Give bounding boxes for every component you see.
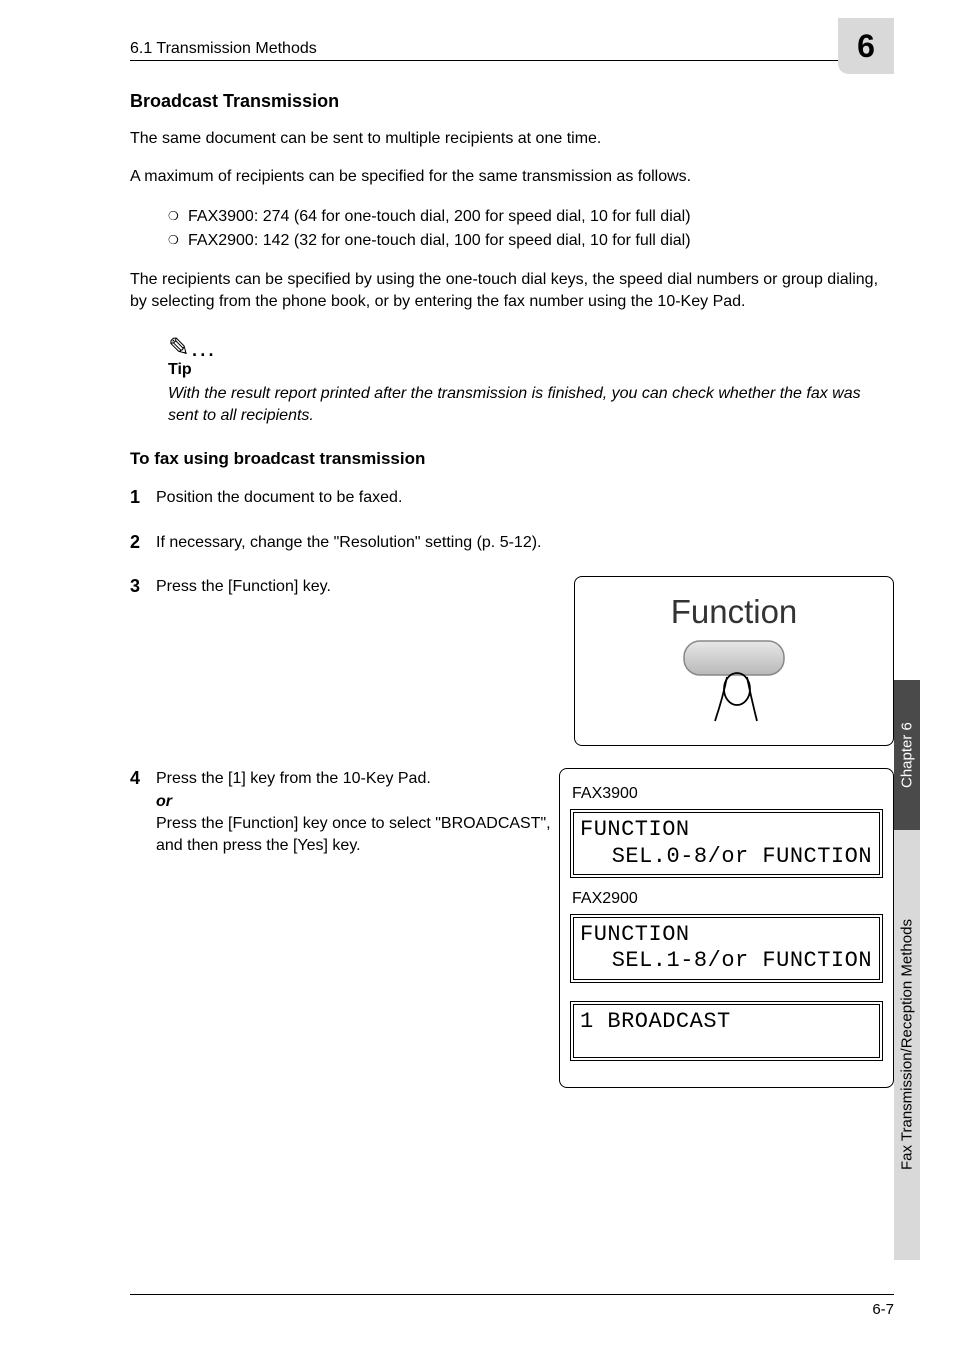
- intro-paragraph-1: The same document can be sent to multipl…: [130, 128, 894, 150]
- side-tab-chapter: Chapter 6: [894, 680, 920, 830]
- step-4: 4 Press the [1] key from the 10-Key Pad.…: [130, 768, 894, 1088]
- step-number: 4: [130, 768, 156, 789]
- step-text: Press the [Function] key.: [156, 576, 574, 598]
- intro-paragraph-2: A maximum of recipients can be specified…: [130, 166, 894, 188]
- intro-paragraph-3: The recipients can be specified by using…: [130, 269, 894, 314]
- step4-line2: Press the [Function] key once to select …: [156, 815, 551, 854]
- section-ref: 6.1 Transmission Methods: [130, 40, 317, 58]
- lcd-displays: FAX3900 FUNCTION SEL.0-8/or FUNCTION FAX…: [559, 768, 894, 1088]
- tip-block: ✎… Tip With the result report printed af…: [168, 332, 894, 428]
- section-title: Broadcast Transmission: [130, 91, 894, 112]
- lcd-line: FUNCTION: [580, 922, 690, 947]
- lcd-screen: 1 BROADCAST: [570, 1001, 883, 1061]
- function-button-icon: [679, 639, 789, 729]
- lcd-line: 1 BROADCAST: [580, 1009, 731, 1034]
- lcd-line: SEL.0-8/or FUNCTION: [580, 844, 873, 870]
- spec-item: FAX2900: 142 (32 for one-touch dial, 100…: [168, 229, 894, 253]
- step-number: 3: [130, 576, 156, 597]
- model-label: FAX3900: [572, 785, 883, 803]
- function-key-illustration: Function: [574, 576, 894, 746]
- step-number: 1: [130, 487, 156, 508]
- page-header: 6.1 Transmission Methods: [130, 40, 894, 61]
- tip-text: With the result report printed after the…: [168, 383, 894, 428]
- spec-item: FAX3900: 274 (64 for one-touch dial, 200…: [168, 205, 894, 229]
- step-number: 2: [130, 532, 156, 553]
- step-text: Position the document to be faxed.: [156, 487, 894, 509]
- lcd-line: SEL.1-8/or FUNCTION: [580, 948, 873, 974]
- subsection-title: To fax using broadcast transmission: [130, 449, 894, 469]
- tip-label: Tip: [168, 361, 894, 379]
- step4-line1: Press the [1] key from the 10-Key Pad.: [156, 770, 431, 787]
- function-button-label: Function: [671, 593, 798, 631]
- lcd-screen: FUNCTION SEL.1-8/or FUNCTION: [570, 914, 883, 983]
- page-footer: 6-7: [130, 1294, 894, 1318]
- pencil-icon: ✎…: [168, 332, 894, 363]
- spec-list: FAX3900: 274 (64 for one-touch dial, 200…: [168, 205, 894, 253]
- lcd-line: FUNCTION: [580, 817, 690, 842]
- step-text: If necessary, change the "Resolution" se…: [156, 532, 894, 554]
- side-tab-section: Fax Transmission/Reception Methods: [894, 830, 920, 1260]
- step-1: 1 Position the document to be faxed.: [130, 487, 894, 509]
- page-number-badge: 6: [838, 18, 894, 74]
- model-label: FAX2900: [572, 890, 883, 908]
- step-2: 2 If necessary, change the "Resolution" …: [130, 532, 894, 554]
- page-number: 6: [838, 18, 894, 74]
- step-3: 3 Press the [Function] key. Function: [130, 576, 894, 746]
- step4-or: or: [156, 793, 172, 810]
- lcd-screen: FUNCTION SEL.0-8/or FUNCTION: [570, 809, 883, 878]
- step-text: Press the [1] key from the 10-Key Pad. o…: [156, 768, 559, 858]
